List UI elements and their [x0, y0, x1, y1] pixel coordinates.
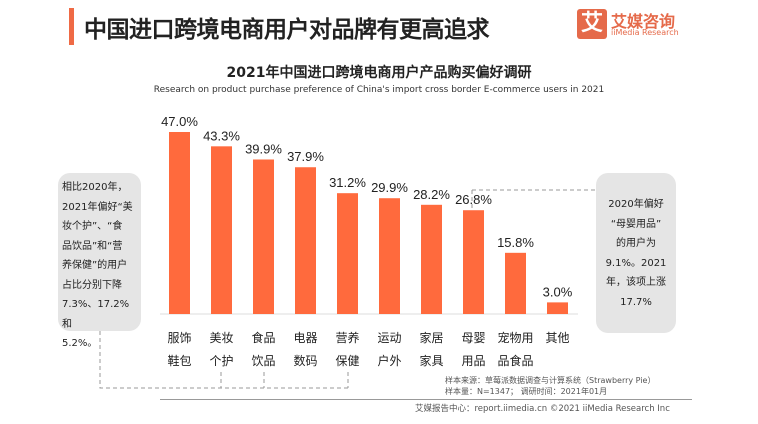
note-line: 7.3%、17.2%和	[62, 299, 130, 330]
note-line: 的用户为	[616, 238, 656, 249]
category-label: 其他	[545, 331, 569, 345]
bar	[505, 252, 526, 314]
data-label: 3.0%	[543, 284, 573, 299]
category-label: 营养	[335, 330, 359, 345]
bar	[211, 146, 232, 314]
note-line: 占比分别下降	[62, 279, 122, 291]
source-note: 样本来源：草莓派数据调查与计算系统（Strawberry Pie） 样本量：N=…	[445, 375, 655, 397]
data-label: 28.2%	[413, 187, 450, 202]
bar	[253, 159, 274, 314]
connector-left	[99, 331, 348, 389]
category-label: 电器	[293, 331, 317, 345]
page-title: 中国进口跨境电商用户对品牌有更高追求	[84, 17, 490, 43]
data-label: 39.9%	[245, 141, 282, 156]
data-label: 43.3%	[203, 128, 240, 143]
note-line: 妆个护”、“食	[62, 221, 123, 232]
note-line: 年，该项上涨	[606, 277, 666, 288]
source-line-2: 样本量：N=1347； 调研时间：2021年01月	[445, 387, 608, 396]
data-label: 47.0%	[161, 114, 198, 129]
category-label: 家居	[419, 330, 443, 345]
data-label: 15.8%	[497, 235, 534, 250]
category-label: 户外	[377, 353, 401, 368]
data-label: 31.2%	[329, 175, 366, 190]
chart-subtitle: Research on product purchase preference …	[153, 85, 605, 95]
category-label: 宠物用	[497, 330, 533, 345]
note-line: 养保健”的用户	[62, 260, 128, 271]
logo-text-en: iiMedia Research	[611, 28, 679, 37]
bar	[547, 302, 568, 314]
category-label: 饮品	[251, 354, 275, 368]
bar	[463, 210, 484, 314]
category-label: 家具	[419, 353, 443, 368]
note-line: 17.7%	[620, 296, 652, 308]
bar	[379, 198, 400, 314]
chart-title: 2021年中国进口跨境电商用户产品购买偏好调研	[226, 65, 532, 81]
note-line: “母婴用品”	[610, 218, 662, 230]
data-label: 26.8%	[455, 192, 492, 207]
note-line: 2021年偏好“美	[62, 201, 133, 213]
bar	[337, 193, 358, 314]
category-label: 食品	[251, 330, 275, 345]
category-label: 运动	[377, 331, 401, 345]
bar	[169, 132, 190, 314]
note-line: 9.1%。2021	[605, 257, 667, 269]
note-line: 2020年偏好	[608, 199, 664, 210]
category-label: 品食品	[497, 353, 533, 368]
logo-text-cn: 艾媒咨询	[611, 12, 676, 31]
category-label: 数码	[293, 353, 317, 368]
category-label: 用品	[461, 354, 485, 368]
category-label: 服饰	[167, 331, 191, 345]
category-label: 鞋包	[167, 353, 191, 368]
source-line-1: 样本来源：草莓派数据调查与计算系统（Strawberry Pie）	[445, 376, 656, 385]
footer: 艾媒报告中心：report.iimedia.cn ©2021 iiMedia R…	[415, 404, 670, 414]
data-label: 37.9%	[287, 149, 324, 164]
logo: 艾 艾媒咨询 iiMedia Research	[577, 8, 687, 42]
data-label: 29.9%	[371, 180, 408, 195]
note-line: 相比2020年，	[62, 182, 128, 193]
title-accent-bar	[69, 8, 74, 45]
note-right: 2020年偏好 “母婴用品” 的用户为 9.1%。2021 年，该项上涨 17.7%	[596, 173, 676, 333]
note-line: 5.2%。	[62, 338, 98, 349]
category-label: 个护	[209, 354, 233, 368]
category-label: 美妆	[209, 331, 233, 345]
logo-icon: 艾	[577, 9, 607, 39]
note-left: 相比2020年， 2021年偏好“美 妆个护”、“食 品饮品”和“营 养保健”的用户 占比…	[58, 173, 141, 349]
bar	[421, 204, 442, 314]
note-line: 品饮品”和“营	[62, 240, 123, 252]
category-label: 母婴	[461, 331, 485, 345]
category-label: 保健	[335, 354, 359, 368]
footer-divider	[160, 399, 692, 400]
bar	[295, 167, 316, 314]
